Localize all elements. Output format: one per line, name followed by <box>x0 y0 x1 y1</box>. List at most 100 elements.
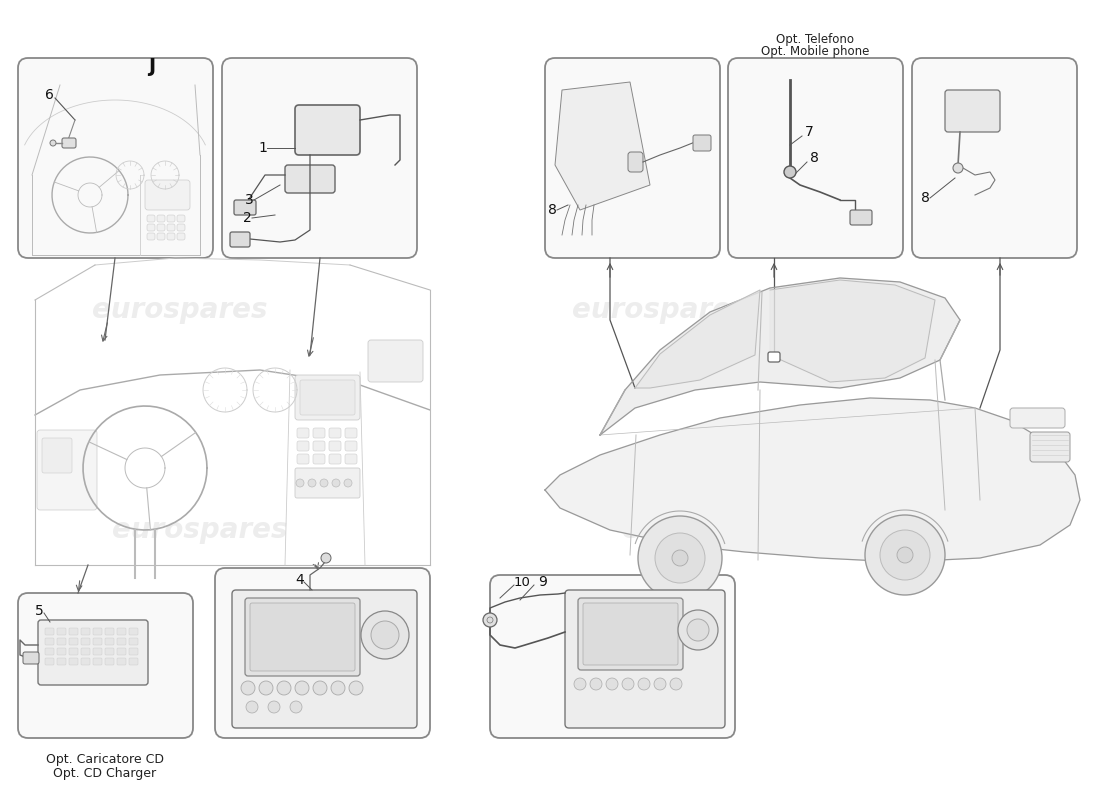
FancyBboxPatch shape <box>57 648 66 655</box>
FancyBboxPatch shape <box>1010 408 1065 428</box>
Text: eurospares: eurospares <box>92 296 267 324</box>
Circle shape <box>590 678 602 690</box>
FancyBboxPatch shape <box>295 375 360 420</box>
FancyBboxPatch shape <box>104 658 114 665</box>
FancyBboxPatch shape <box>18 593 192 738</box>
Circle shape <box>320 479 328 487</box>
FancyBboxPatch shape <box>578 598 683 670</box>
Circle shape <box>621 678 634 690</box>
FancyBboxPatch shape <box>69 628 78 635</box>
FancyBboxPatch shape <box>214 568 430 738</box>
Circle shape <box>672 550 688 566</box>
Text: eurospares: eurospares <box>572 296 748 324</box>
FancyBboxPatch shape <box>368 340 424 382</box>
Text: 8: 8 <box>810 151 818 165</box>
FancyBboxPatch shape <box>45 628 54 635</box>
Text: eurospares: eurospares <box>112 516 288 544</box>
FancyBboxPatch shape <box>45 658 54 665</box>
FancyBboxPatch shape <box>94 658 102 665</box>
Circle shape <box>670 678 682 690</box>
Text: 7: 7 <box>805 125 814 139</box>
FancyBboxPatch shape <box>81 628 90 635</box>
FancyBboxPatch shape <box>157 233 165 240</box>
FancyBboxPatch shape <box>69 658 78 665</box>
FancyBboxPatch shape <box>37 430 97 510</box>
FancyBboxPatch shape <box>145 180 190 210</box>
FancyBboxPatch shape <box>329 441 341 451</box>
FancyBboxPatch shape <box>104 648 114 655</box>
FancyBboxPatch shape <box>129 648 138 655</box>
Text: 8: 8 <box>921 191 929 205</box>
FancyBboxPatch shape <box>69 638 78 645</box>
Polygon shape <box>770 280 935 382</box>
Text: 2: 2 <box>243 211 252 225</box>
FancyBboxPatch shape <box>42 438 72 473</box>
Circle shape <box>865 515 945 595</box>
Circle shape <box>321 553 331 563</box>
FancyBboxPatch shape <box>57 628 66 635</box>
FancyBboxPatch shape <box>81 638 90 645</box>
Text: 4: 4 <box>295 573 304 587</box>
Circle shape <box>241 681 255 695</box>
Circle shape <box>678 610 718 650</box>
FancyBboxPatch shape <box>94 628 102 635</box>
FancyBboxPatch shape <box>583 603 678 665</box>
FancyBboxPatch shape <box>222 58 417 258</box>
Circle shape <box>638 678 650 690</box>
FancyBboxPatch shape <box>45 638 54 645</box>
FancyBboxPatch shape <box>129 638 138 645</box>
FancyBboxPatch shape <box>297 454 309 464</box>
FancyBboxPatch shape <box>728 58 903 258</box>
Circle shape <box>371 621 399 649</box>
FancyBboxPatch shape <box>177 224 185 231</box>
Circle shape <box>654 678 666 690</box>
FancyBboxPatch shape <box>230 232 250 247</box>
Polygon shape <box>556 82 650 210</box>
FancyBboxPatch shape <box>177 215 185 222</box>
FancyBboxPatch shape <box>167 233 175 240</box>
Circle shape <box>654 533 705 583</box>
Circle shape <box>295 681 309 695</box>
Polygon shape <box>544 398 1080 562</box>
Circle shape <box>258 681 273 695</box>
Circle shape <box>344 479 352 487</box>
FancyBboxPatch shape <box>329 454 341 464</box>
FancyBboxPatch shape <box>157 215 165 222</box>
FancyBboxPatch shape <box>69 648 78 655</box>
Text: 1: 1 <box>258 141 267 155</box>
Text: Opt. Telefono: Opt. Telefono <box>776 34 854 46</box>
FancyBboxPatch shape <box>117 638 126 645</box>
FancyBboxPatch shape <box>285 165 336 193</box>
FancyBboxPatch shape <box>544 58 720 258</box>
FancyBboxPatch shape <box>81 648 90 655</box>
Circle shape <box>953 163 962 173</box>
Circle shape <box>268 701 280 713</box>
FancyBboxPatch shape <box>232 590 417 728</box>
FancyBboxPatch shape <box>628 152 643 172</box>
FancyBboxPatch shape <box>147 215 155 222</box>
Circle shape <box>606 678 618 690</box>
Circle shape <box>574 678 586 690</box>
FancyBboxPatch shape <box>345 441 358 451</box>
Circle shape <box>290 701 303 713</box>
FancyBboxPatch shape <box>1030 432 1070 462</box>
FancyBboxPatch shape <box>177 233 185 240</box>
FancyBboxPatch shape <box>18 58 213 258</box>
FancyBboxPatch shape <box>250 603 355 671</box>
Circle shape <box>483 613 497 627</box>
Circle shape <box>487 617 493 623</box>
FancyBboxPatch shape <box>945 90 1000 132</box>
FancyBboxPatch shape <box>345 428 358 438</box>
FancyBboxPatch shape <box>565 590 725 728</box>
Text: 9: 9 <box>538 575 547 589</box>
Circle shape <box>296 479 304 487</box>
Text: Opt. Mobile phone: Opt. Mobile phone <box>761 46 869 58</box>
Text: 3: 3 <box>245 193 254 207</box>
Circle shape <box>277 681 292 695</box>
FancyBboxPatch shape <box>57 638 66 645</box>
FancyBboxPatch shape <box>167 215 175 222</box>
FancyBboxPatch shape <box>314 454 324 464</box>
Circle shape <box>880 530 929 580</box>
FancyBboxPatch shape <box>147 224 155 231</box>
Polygon shape <box>635 290 760 388</box>
